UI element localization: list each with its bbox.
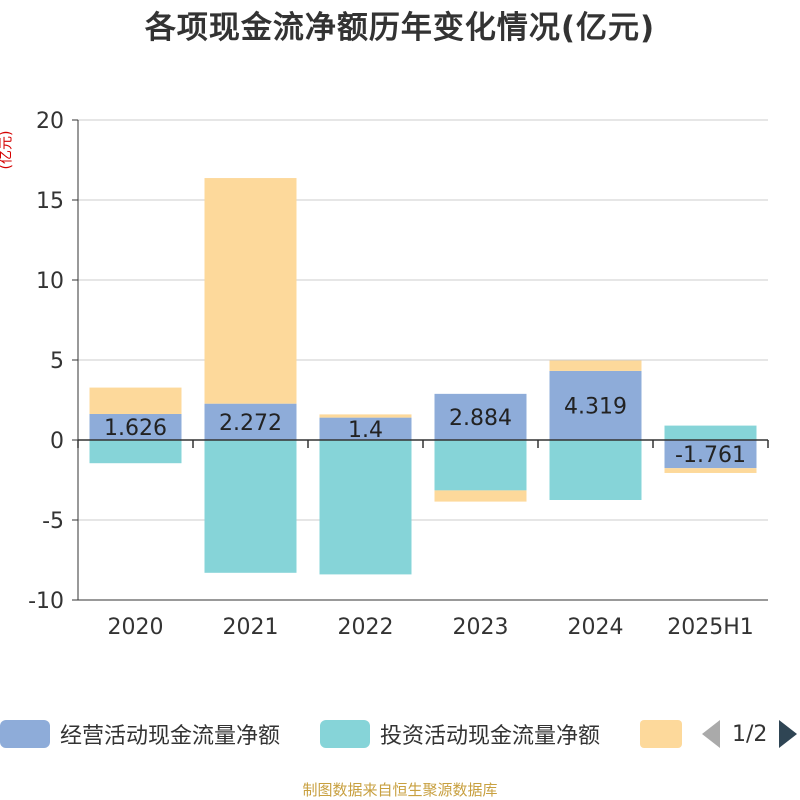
bar-s0-2022 <box>319 417 412 440</box>
legend-pager: 1/2 <box>702 716 798 752</box>
x-tick-label: 2021 <box>223 615 279 640</box>
bar-s0-2023 <box>434 393 527 440</box>
x-tick-label: 2022 <box>338 615 394 640</box>
bar-s1-2022 <box>319 440 412 575</box>
bar-s0-2024 <box>549 370 642 440</box>
y-tick-label: -5 <box>42 509 64 534</box>
bar-s0-2021 <box>204 403 297 440</box>
y-tick-label: 5 <box>50 349 64 374</box>
data-label-2020: 1.626 <box>104 416 167 441</box>
bar-s0-2025H1 <box>664 440 757 469</box>
bar-s2-2025H1 <box>664 468 757 473</box>
legend-swatch-operating <box>0 720 50 748</box>
data-label-2024: 4.319 <box>564 394 627 419</box>
legend-item-investing[interactable]: 投资活动现金流量净额 <box>320 716 600 752</box>
bar-s1-2025H1 <box>664 425 757 440</box>
y-tick-label: 0 <box>50 429 64 454</box>
data-source-note: 制图数据来自恒生聚源数据库 <box>302 781 498 799</box>
data-label-2022: 1.4 <box>348 418 383 443</box>
bar-s1-2024 <box>549 440 642 500</box>
y-tick-label: 15 <box>36 189 64 214</box>
bar-s2-2024 <box>549 360 642 371</box>
data-label-2023: 2.884 <box>449 406 512 431</box>
bar-s1-2020 <box>89 440 182 464</box>
x-tick-label: 2025H1 <box>667 615 754 640</box>
legend-prev-icon[interactable] <box>702 720 720 748</box>
y-tick-label: 10 <box>36 269 64 294</box>
bar-s1-2021 <box>204 440 297 573</box>
legend-page-number: 1/2 <box>732 721 768 747</box>
bar-s2-2021 <box>204 178 297 404</box>
bar-s2-2023 <box>434 490 527 502</box>
legend-label-operating: 经营活动现金流量净额 <box>60 724 281 749</box>
y-tick-label: 20 <box>36 109 64 134</box>
chart-title: 各项现金流净额历年变化情况(亿元) <box>144 10 656 46</box>
x-tick-label: 2020 <box>108 615 164 640</box>
legend-item-third[interactable] <box>640 716 682 752</box>
bar-chart: -10 -5 0 5 10 15 20 1.626 2.272 1.4 2.884 4.319 -1.7… <box>28 109 769 640</box>
legend-item-operating[interactable]: 经营活动现金流量净额 <box>0 716 280 752</box>
bar-s1-2023 <box>434 440 527 491</box>
data-label-2025H1: -1.761 <box>675 443 746 468</box>
x-tick-label: 2023 <box>453 615 509 640</box>
legend: 经营活动现金流量净额 投资活动现金流量净额 1/2 <box>0 716 800 752</box>
data-label-2021: 2.272 <box>219 411 282 436</box>
legend-swatch-investing <box>320 720 370 748</box>
bar-s2-2020 <box>89 387 182 414</box>
legend-swatch-third <box>640 720 682 748</box>
legend-label-investing: 投资活动现金流量净额 <box>380 724 601 749</box>
bar-s0-2020 <box>89 413 182 440</box>
legend-next-icon[interactable] <box>779 720 798 748</box>
x-tick-label: 2024 <box>568 615 624 640</box>
bar-s2-2022 <box>319 414 412 418</box>
y-tick-label: -10 <box>28 589 64 614</box>
